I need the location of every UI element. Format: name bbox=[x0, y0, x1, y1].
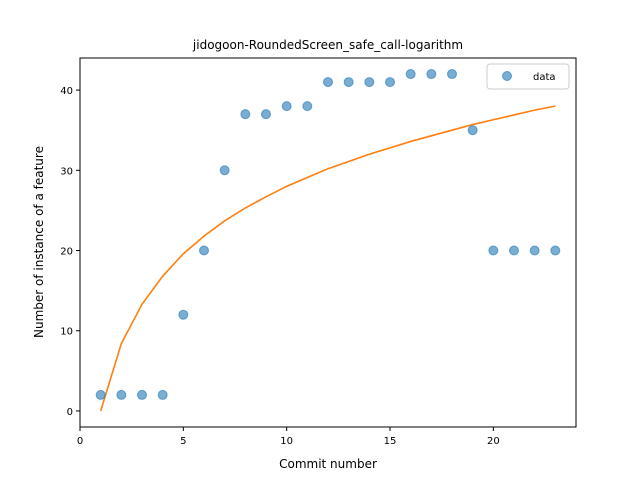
data-point bbox=[550, 245, 561, 256]
data-point bbox=[219, 165, 230, 176]
chart-title: jidogoon-RoundedScreen_safe_call-logarit… bbox=[192, 38, 463, 52]
data-point bbox=[467, 125, 478, 136]
y-tick-label: 0 bbox=[67, 407, 73, 418]
x-axis-label: Commit number bbox=[279, 457, 377, 471]
data-point bbox=[261, 109, 271, 120]
data-point bbox=[199, 245, 209, 256]
data-point bbox=[157, 389, 168, 400]
legend-box bbox=[486, 63, 570, 90]
y-tick-label: 40 bbox=[60, 86, 73, 97]
data-point bbox=[240, 109, 251, 120]
y-axis-label: Number of instance of a feature bbox=[32, 146, 46, 338]
data-point bbox=[488, 245, 499, 256]
data-point bbox=[385, 77, 395, 88]
y-tick-label: 30 bbox=[60, 166, 73, 177]
data-point bbox=[137, 389, 147, 400]
data-point bbox=[447, 69, 457, 80]
data-point bbox=[405, 69, 416, 80]
x-axis: 0 5 10 15 20 bbox=[77, 427, 500, 447]
data-point bbox=[281, 101, 292, 112]
plot-area bbox=[95, 69, 561, 412]
x-tick-label: 0 bbox=[77, 436, 83, 447]
x-tick-label: 5 bbox=[180, 436, 186, 447]
data-point bbox=[178, 309, 189, 320]
data-point bbox=[323, 77, 333, 88]
legend-marker-data bbox=[502, 71, 512, 81]
legend: data bbox=[486, 63, 570, 90]
data-point bbox=[426, 69, 437, 80]
y-axis: 0 10 20 30 40 bbox=[60, 86, 80, 418]
fit-line bbox=[99, 105, 556, 412]
data-point bbox=[509, 245, 519, 256]
y-tick-label: 10 bbox=[60, 327, 73, 338]
x-tick-label: 15 bbox=[384, 436, 397, 447]
x-tick-label: 20 bbox=[487, 436, 500, 447]
data-point bbox=[529, 245, 540, 256]
data-point bbox=[343, 77, 354, 88]
plot-frame bbox=[79, 57, 577, 428]
legend-label-data: data bbox=[533, 72, 556, 83]
data-point bbox=[116, 389, 127, 400]
data-point bbox=[364, 77, 375, 88]
y-tick-label: 20 bbox=[60, 247, 73, 258]
data-point bbox=[95, 389, 106, 400]
x-tick-label: 10 bbox=[280, 436, 293, 447]
data-point bbox=[302, 101, 313, 112]
